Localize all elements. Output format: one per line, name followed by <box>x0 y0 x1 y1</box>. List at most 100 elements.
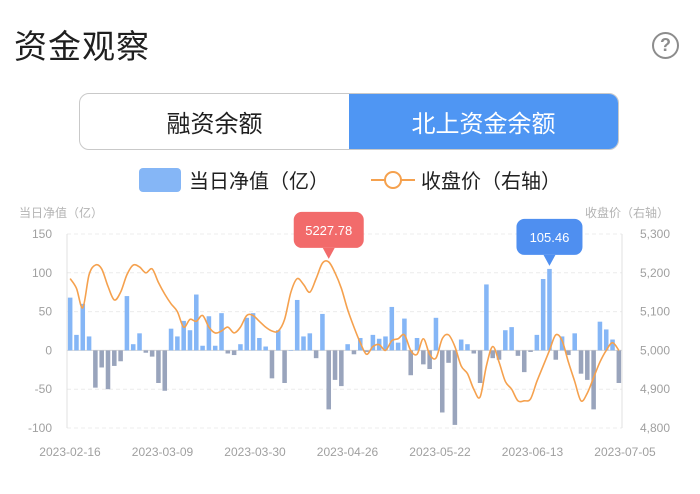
tooltip-label: 105.46 <box>530 230 570 245</box>
data-bar <box>294 299 300 351</box>
data-bar <box>345 344 350 351</box>
data-bar <box>547 268 552 351</box>
data-bar <box>458 339 464 351</box>
data-bar <box>225 350 231 354</box>
data-bar <box>143 350 149 353</box>
data-bar <box>257 337 262 351</box>
data-bar <box>597 321 603 351</box>
data-bar <box>67 297 73 351</box>
data-bar <box>351 350 357 355</box>
close-price-line <box>69 260 620 403</box>
data-bar <box>168 328 174 351</box>
data-bar <box>421 350 426 365</box>
data-bar <box>105 350 111 390</box>
y-tick-label: 100 <box>32 266 52 280</box>
page-title: 资金观察 <box>14 28 150 65</box>
y2-tick-label: 4,800 <box>640 421 670 435</box>
data-bar <box>364 350 369 352</box>
data-bar <box>414 337 420 351</box>
data-bar <box>477 350 483 383</box>
data-bar <box>118 350 123 362</box>
data-bar <box>80 303 86 351</box>
data-bar <box>238 344 243 351</box>
tab-northbound-balance[interactable]: 北上资金余额 <box>349 94 618 149</box>
y-tick-label: 150 <box>32 227 52 241</box>
y-tick-label: 50 <box>39 305 53 319</box>
data-bar <box>465 344 470 351</box>
data-bar <box>383 336 388 351</box>
data-bar <box>282 350 287 383</box>
data-bar <box>99 350 104 368</box>
data-bar <box>313 350 319 359</box>
data-bar <box>484 284 489 351</box>
help-icon[interactable]: ? <box>652 32 679 59</box>
chart-legend: 当日净值（亿） 收盘价（右轴） <box>0 165 700 194</box>
data-bar <box>320 313 325 351</box>
x-tick-label: 2023-06-13 <box>502 445 564 459</box>
tab-switcher: 融资余额 北上资金余额 <box>79 93 619 150</box>
x-tick-label: 2023-02-16 <box>39 445 101 459</box>
data-bar <box>250 313 256 351</box>
data-bar <box>181 320 186 351</box>
data-bar <box>112 350 117 366</box>
x-tick-label: 2023-07-05 <box>594 445 656 459</box>
tooltip-label: 5227.78 <box>305 223 352 238</box>
tab-margin-balance[interactable]: 融资余额 <box>166 111 263 138</box>
data-bar <box>370 334 376 351</box>
x-tick-label: 2023-04-26 <box>317 445 379 459</box>
data-bar <box>86 336 92 351</box>
data-bar <box>212 345 218 351</box>
data-bar <box>124 296 130 351</box>
data-bar <box>408 350 413 376</box>
data-bar <box>263 346 268 351</box>
data-bar <box>515 350 521 356</box>
data-bar <box>471 350 477 354</box>
data-bar <box>559 336 565 351</box>
data-bar <box>389 306 395 351</box>
y2-tick-label: 5,300 <box>640 227 670 241</box>
data-bar <box>395 342 401 351</box>
data-bar <box>130 344 136 351</box>
data-bar <box>528 350 533 352</box>
data-bar <box>156 350 161 383</box>
data-bar <box>339 350 344 387</box>
data-bar <box>301 336 306 351</box>
data-bar <box>616 350 622 383</box>
data-bar <box>326 350 332 410</box>
y2-tick-label: 5,000 <box>640 343 670 357</box>
chart-area[interactable]: 当日净值（亿） 收盘价（右轴） 150 100 50 0 -50 -100 5,300 5,200… <box>0 190 700 494</box>
data-bar <box>244 317 250 351</box>
x-tick-label: 2023-03-30 <box>224 445 286 459</box>
y-axis-title: 当日净值（亿） <box>19 205 103 220</box>
data-bar <box>74 334 79 351</box>
data-bar <box>572 333 577 351</box>
y2-tick-label: 5,200 <box>640 266 670 280</box>
data-bar <box>149 350 155 357</box>
y2-tick-label: 4,900 <box>640 382 670 396</box>
y-tick-label: -50 <box>35 382 53 396</box>
data-bar <box>194 294 199 351</box>
data-bar <box>231 350 237 356</box>
data-bar <box>206 316 212 351</box>
y2-tick-label: 5,100 <box>640 305 670 319</box>
data-bar <box>509 327 514 351</box>
data-bar <box>187 330 193 351</box>
data-bar <box>578 350 584 374</box>
data-bar <box>288 350 294 351</box>
data-bar <box>585 350 590 380</box>
legend-bar-label[interactable]: 当日净值（亿） <box>189 171 329 193</box>
x-tick-label: 2023-05-22 <box>409 445 471 459</box>
data-bar <box>496 350 502 360</box>
data-bar <box>307 333 313 351</box>
data-bar <box>534 334 540 351</box>
tooltip-pointer <box>322 247 335 259</box>
data-bar <box>603 329 609 351</box>
data-bar <box>503 330 508 351</box>
x-tick-label: 2023-03-09 <box>132 445 194 459</box>
data-bar <box>93 350 98 388</box>
legend-bar-swatch <box>139 167 181 192</box>
legend-line-swatch <box>371 168 415 192</box>
legend-line-label[interactable]: 收盘价（右轴） <box>421 171 561 193</box>
data-bar <box>553 350 559 360</box>
price-tooltip <box>293 211 364 248</box>
